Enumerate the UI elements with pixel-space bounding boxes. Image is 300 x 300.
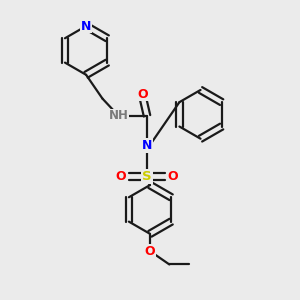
Text: S: S [142, 170, 152, 183]
Text: O: O [145, 244, 155, 258]
Text: NH: NH [109, 109, 129, 122]
Text: O: O [168, 170, 178, 183]
Text: N: N [81, 20, 91, 33]
Text: N: N [142, 139, 152, 152]
Text: O: O [137, 88, 148, 100]
Text: O: O [116, 170, 127, 183]
